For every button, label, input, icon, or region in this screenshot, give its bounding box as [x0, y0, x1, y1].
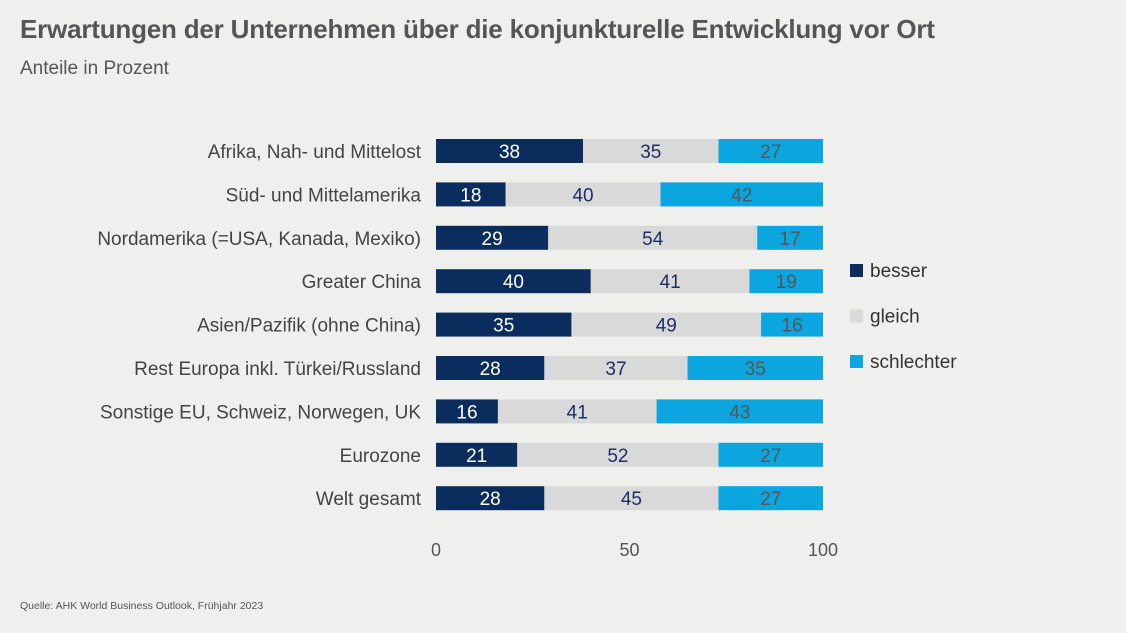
category-label: Greater China [302, 272, 422, 293]
data-label-schlechter: 42 [731, 185, 752, 206]
legend-label-besser: besser [870, 261, 928, 282]
bar-gleich [548, 225, 758, 250]
data-label-besser: 28 [480, 489, 501, 510]
data-label-besser: 38 [499, 142, 520, 163]
bar-besser [436, 269, 591, 294]
bar-gleich [505, 182, 661, 207]
legend-label-gleich: gleich [870, 307, 920, 328]
data-label-besser: 40 [503, 272, 524, 293]
source-note: Quelle: AHK World Business Outlook, Früh… [20, 600, 264, 612]
category-label: Afrika, Nah- und Mittelost [208, 142, 422, 163]
bar-besser [436, 486, 545, 511]
legend-swatch-besser [850, 264, 863, 277]
data-label-schlechter: 27 [760, 446, 781, 467]
category-label: Süd- und Mittelamerika [226, 185, 422, 206]
data-label-schlechter: 35 [745, 359, 766, 380]
x-tick-label: 50 [619, 540, 639, 560]
data-label-gleich: 54 [642, 229, 664, 250]
bar-schlechter [718, 139, 823, 163]
bar-schlechter [718, 486, 823, 511]
bar-schlechter [757, 225, 823, 250]
category-label: Asien/Pazifik (ohne China) [197, 316, 421, 337]
category-label: Nordamerika (=USA, Kanada, Mexiko) [97, 229, 421, 250]
data-label-schlechter: 16 [781, 316, 802, 337]
chart-title: Erwartungen der Unternehmen über die kon… [20, 14, 935, 44]
bar-gleich [583, 139, 719, 163]
bar-besser [436, 312, 572, 337]
data-label-schlechter: 27 [760, 489, 781, 510]
data-label-besser: 16 [456, 402, 477, 423]
x-tick-label: 100 [808, 540, 838, 560]
bar-besser [436, 139, 584, 163]
bar-schlechter [749, 269, 823, 294]
data-label-besser: 21 [466, 446, 487, 467]
bar-gleich [544, 486, 719, 511]
data-label-gleich: 35 [640, 142, 661, 163]
data-label-gleich: 37 [605, 359, 626, 380]
bar-besser [436, 225, 549, 250]
bar-schlechter [718, 442, 823, 467]
data-label-besser: 28 [480, 359, 501, 380]
data-label-schlechter: 17 [780, 229, 801, 250]
data-label-schlechter: 27 [760, 142, 781, 163]
data-label-schlechter: 43 [729, 402, 750, 423]
data-label-besser: 35 [493, 316, 514, 337]
category-label: Rest Europa inkl. Türkei/Russland [134, 359, 421, 380]
data-label-gleich: 41 [567, 402, 588, 423]
data-label-besser: 18 [460, 185, 481, 206]
data-label-gleich: 41 [660, 272, 681, 293]
bar-gleich [544, 356, 688, 380]
bar-besser [436, 182, 506, 207]
data-label-besser: 29 [482, 229, 503, 250]
data-label-gleich: 52 [607, 446, 628, 467]
legend-swatch-schlechter [850, 355, 863, 368]
legend-label-schlechter: schlechter [870, 352, 957, 373]
category-label: Sonstige EU, Schweiz, Norwegen, UK [100, 402, 421, 423]
data-label-gleich: 49 [656, 316, 677, 337]
bar-gleich [590, 269, 750, 294]
bar-besser [436, 356, 545, 380]
bar-schlechter [660, 182, 823, 207]
bar-schlechter [656, 399, 823, 424]
x-tick-label: 0 [431, 540, 441, 560]
bar-besser [436, 442, 518, 467]
category-label: Welt gesamt [316, 489, 422, 510]
bar-schlechter [687, 356, 823, 380]
data-label-schlechter: 19 [776, 272, 797, 293]
data-label-gleich: 45 [621, 489, 642, 510]
bar-gleich [571, 312, 762, 337]
bar-schlechter [761, 312, 823, 337]
category-label: Eurozone [340, 446, 421, 467]
legend-swatch-gleich [850, 309, 863, 323]
bar-besser [436, 399, 498, 424]
data-label-gleich: 40 [572, 185, 593, 206]
chart-subtitle: Anteile in Prozent [20, 58, 169, 79]
bar-gleich [497, 399, 657, 424]
bar-gleich [517, 442, 719, 467]
